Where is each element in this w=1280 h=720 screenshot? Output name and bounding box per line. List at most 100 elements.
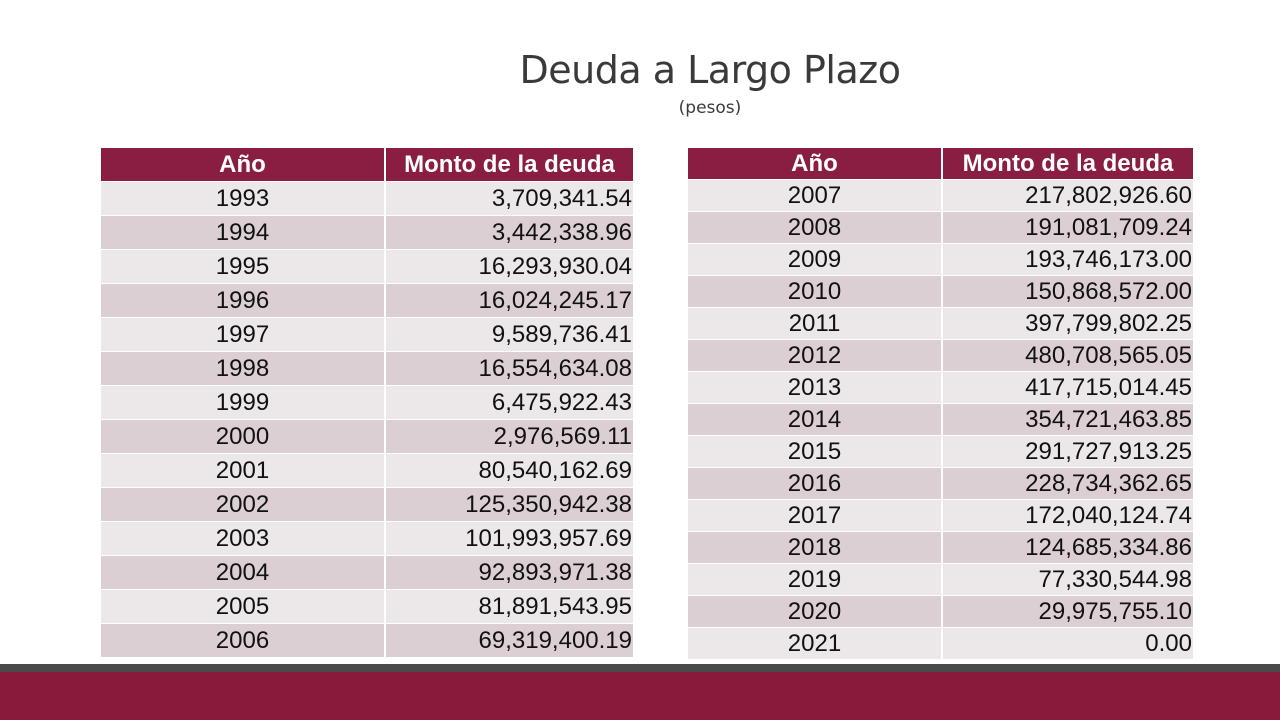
column-header-year: Año xyxy=(688,148,943,179)
debt-table-right: Año Monto de la deuda 2007 217,802,926.60… xyxy=(688,148,1193,659)
table-row: 2018 124,685,334.86 xyxy=(688,531,1193,563)
table-row: 1996 16,024,245.17 xyxy=(101,283,633,317)
table-row: 2006 69,319,400.19 xyxy=(101,623,633,657)
year-cell: 2004 xyxy=(101,555,386,589)
year-cell: 2009 xyxy=(688,243,943,275)
year-cell: 2021 xyxy=(688,627,943,659)
table-row: 1995 16,293,930.04 xyxy=(101,249,633,283)
year-cell: 1995 xyxy=(101,249,386,283)
table-row: 2008 191,081,709.24 xyxy=(688,211,1193,243)
year-cell: 2013 xyxy=(688,371,943,403)
footer-divider xyxy=(0,664,1280,672)
amount-cell: 6,475,922.43 xyxy=(386,385,633,419)
year-cell: 2017 xyxy=(688,499,943,531)
table-row: 2020 29,975,755.10 xyxy=(688,595,1193,627)
table-row: 2005 81,891,543.95 xyxy=(101,589,633,623)
amount-cell: 124,685,334.86 xyxy=(943,531,1193,563)
table-row: 2009 193,746,173.00 xyxy=(688,243,1193,275)
table-row: 2010 150,868,572.00 xyxy=(688,275,1193,307)
year-cell: 1998 xyxy=(101,351,386,385)
amount-cell: 125,350,942.38 xyxy=(386,487,633,521)
year-cell: 1993 xyxy=(101,181,386,215)
amount-cell: 417,715,014.45 xyxy=(943,371,1193,403)
column-header-amount: Monto de la deuda xyxy=(943,148,1193,179)
year-cell: 1994 xyxy=(101,215,386,249)
amount-cell: 77,330,544.98 xyxy=(943,563,1193,595)
year-cell: 2012 xyxy=(688,339,943,371)
year-cell: 2016 xyxy=(688,467,943,499)
amount-cell: 16,024,245.17 xyxy=(386,283,633,317)
table-row: 2000 2,976,569.11 xyxy=(101,419,633,453)
year-cell: 2015 xyxy=(688,435,943,467)
amount-cell: 16,554,634.08 xyxy=(386,351,633,385)
table-row: 2014 354,721,463.85 xyxy=(688,403,1193,435)
table-row: 2017 172,040,124.74 xyxy=(688,499,1193,531)
table-row: 2004 92,893,971.38 xyxy=(101,555,633,589)
amount-cell: 150,868,572.00 xyxy=(943,275,1193,307)
table-row: 2007 217,802,926.60 xyxy=(688,179,1193,211)
table-row: 2021 0.00 xyxy=(688,627,1193,659)
year-cell: 2007 xyxy=(688,179,943,211)
table-row: 2016 228,734,362.65 xyxy=(688,467,1193,499)
table-row: 2013 417,715,014.45 xyxy=(688,371,1193,403)
table-header-row: Año Monto de la deuda xyxy=(101,148,633,181)
year-cell: 2011 xyxy=(688,307,943,339)
year-cell: 2001 xyxy=(101,453,386,487)
table-row: 2012 480,708,565.05 xyxy=(688,339,1193,371)
year-cell: 2003 xyxy=(101,521,386,555)
amount-cell: 397,799,802.25 xyxy=(943,307,1193,339)
amount-cell: 3,442,338.96 xyxy=(386,215,633,249)
amount-cell: 354,721,463.85 xyxy=(943,403,1193,435)
amount-cell: 191,081,709.24 xyxy=(943,211,1193,243)
table-row: 1999 6,475,922.43 xyxy=(101,385,633,419)
year-cell: 2008 xyxy=(688,211,943,243)
amount-cell: 291,727,913.25 xyxy=(943,435,1193,467)
year-cell: 2000 xyxy=(101,419,386,453)
amount-cell: 2,976,569.11 xyxy=(386,419,633,453)
debt-table-left: Año Monto de la deuda 1993 3,709,341.54 19… xyxy=(101,148,633,657)
table-row: 2001 80,540,162.69 xyxy=(101,453,633,487)
year-cell: 2005 xyxy=(101,589,386,623)
amount-cell: 80,540,162.69 xyxy=(386,453,633,487)
year-cell: 1999 xyxy=(101,385,386,419)
amount-cell: 3,709,341.54 xyxy=(386,181,633,215)
table-row: 2015 291,727,913.25 xyxy=(688,435,1193,467)
year-cell: 2019 xyxy=(688,563,943,595)
column-header-year: Año xyxy=(101,148,386,181)
table-row: 2011 397,799,802.25 xyxy=(688,307,1193,339)
year-cell: 2006 xyxy=(101,623,386,657)
amount-cell: 69,319,400.19 xyxy=(386,623,633,657)
amount-cell: 101,993,957.69 xyxy=(386,521,633,555)
amount-cell: 29,975,755.10 xyxy=(943,595,1193,627)
amount-cell: 193,746,173.00 xyxy=(943,243,1193,275)
table-row: 2003 101,993,957.69 xyxy=(101,521,633,555)
amount-cell: 16,293,930.04 xyxy=(386,249,633,283)
year-cell: 2014 xyxy=(688,403,943,435)
footer-band xyxy=(0,672,1280,720)
table-row: 2019 77,330,544.98 xyxy=(688,563,1193,595)
amount-cell: 81,891,543.95 xyxy=(386,589,633,623)
table-header-row: Año Monto de la deuda xyxy=(688,148,1193,179)
table-row: 1998 16,554,634.08 xyxy=(101,351,633,385)
year-cell: 2002 xyxy=(101,487,386,521)
amount-cell: 480,708,565.05 xyxy=(943,339,1193,371)
table-row: 2002 125,350,942.38 xyxy=(101,487,633,521)
table-row: 1994 3,442,338.96 xyxy=(101,215,633,249)
year-cell: 2018 xyxy=(688,531,943,563)
year-cell: 2010 xyxy=(688,275,943,307)
amount-cell: 172,040,124.74 xyxy=(943,499,1193,531)
table-row: 1997 9,589,736.41 xyxy=(101,317,633,351)
amount-cell: 0.00 xyxy=(943,627,1193,659)
page-title: Deuda a Largo Plazo xyxy=(519,48,901,92)
amount-cell: 9,589,736.41 xyxy=(386,317,633,351)
amount-cell: 92,893,971.38 xyxy=(386,555,633,589)
year-cell: 1997 xyxy=(101,317,386,351)
table-row: 1993 3,709,341.54 xyxy=(101,181,633,215)
page-subtitle: (pesos) xyxy=(678,98,742,118)
amount-cell: 228,734,362.65 xyxy=(943,467,1193,499)
column-header-amount: Monto de la deuda xyxy=(386,148,633,181)
year-cell: 2020 xyxy=(688,595,943,627)
amount-cell: 217,802,926.60 xyxy=(943,179,1193,211)
year-cell: 1996 xyxy=(101,283,386,317)
